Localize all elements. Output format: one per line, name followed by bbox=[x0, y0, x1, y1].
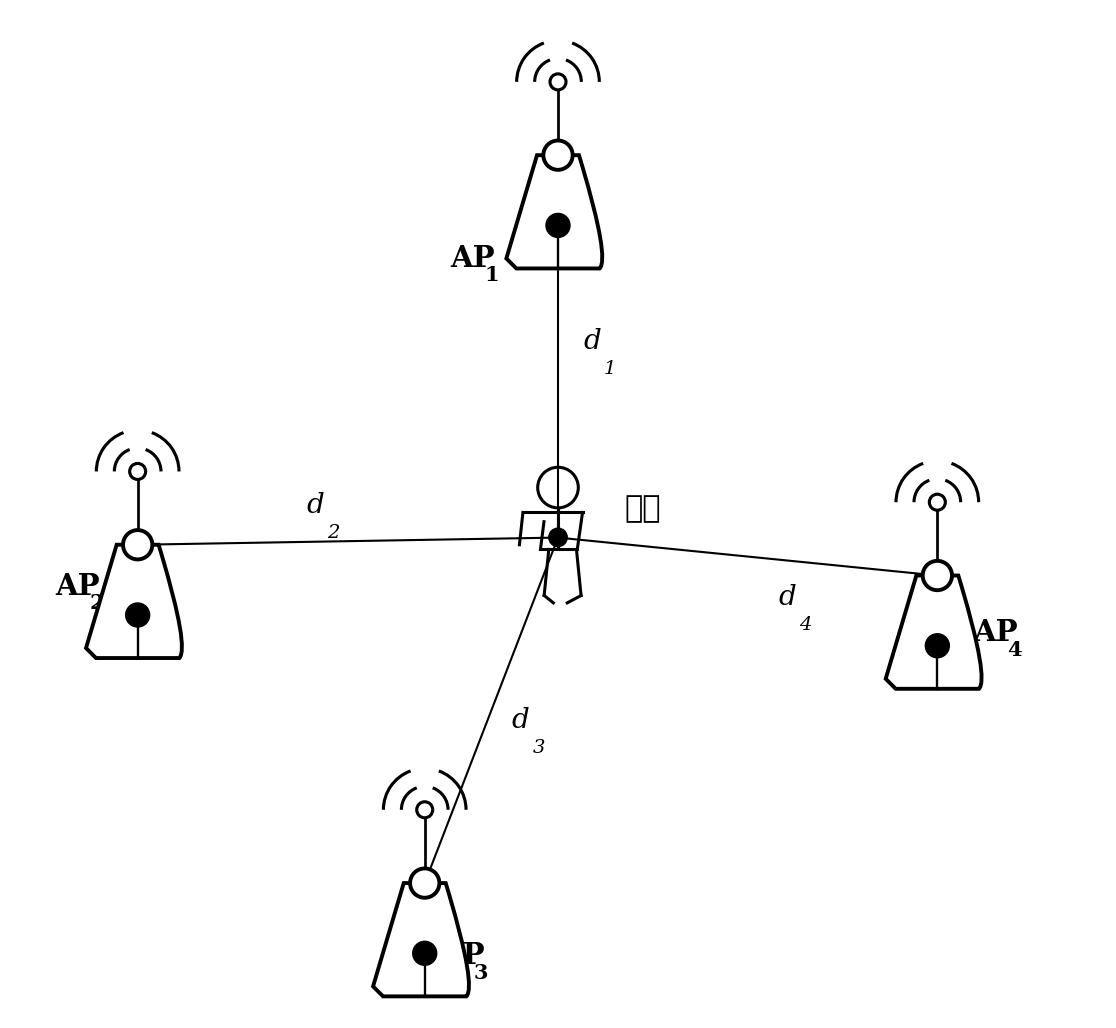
Circle shape bbox=[123, 530, 152, 559]
Text: d: d bbox=[512, 707, 530, 734]
Circle shape bbox=[410, 869, 440, 897]
Circle shape bbox=[413, 942, 436, 965]
Text: 1: 1 bbox=[484, 265, 499, 286]
Text: AP: AP bbox=[440, 942, 484, 970]
Circle shape bbox=[930, 494, 945, 510]
Text: 3: 3 bbox=[474, 962, 489, 983]
Circle shape bbox=[549, 528, 567, 547]
Circle shape bbox=[543, 141, 573, 170]
Circle shape bbox=[550, 74, 566, 89]
Text: 1: 1 bbox=[604, 360, 616, 377]
Text: AP: AP bbox=[973, 618, 1018, 648]
PathPatch shape bbox=[373, 883, 469, 996]
Text: 3: 3 bbox=[532, 739, 545, 757]
Text: 2: 2 bbox=[89, 593, 104, 614]
Text: d: d bbox=[779, 584, 796, 612]
Text: 目标: 目标 bbox=[625, 494, 661, 523]
Circle shape bbox=[925, 633, 950, 658]
Circle shape bbox=[129, 464, 146, 479]
Text: 4: 4 bbox=[1007, 639, 1021, 660]
Text: AP: AP bbox=[56, 573, 100, 601]
Circle shape bbox=[416, 802, 433, 817]
Text: 4: 4 bbox=[799, 616, 811, 634]
Circle shape bbox=[126, 603, 150, 627]
PathPatch shape bbox=[507, 155, 603, 268]
Text: d: d bbox=[584, 328, 602, 355]
PathPatch shape bbox=[86, 545, 182, 658]
Text: 2: 2 bbox=[327, 523, 339, 542]
Circle shape bbox=[546, 214, 570, 237]
PathPatch shape bbox=[886, 576, 982, 689]
Text: AP: AP bbox=[451, 244, 496, 273]
Text: d: d bbox=[307, 492, 325, 519]
Circle shape bbox=[923, 561, 952, 590]
